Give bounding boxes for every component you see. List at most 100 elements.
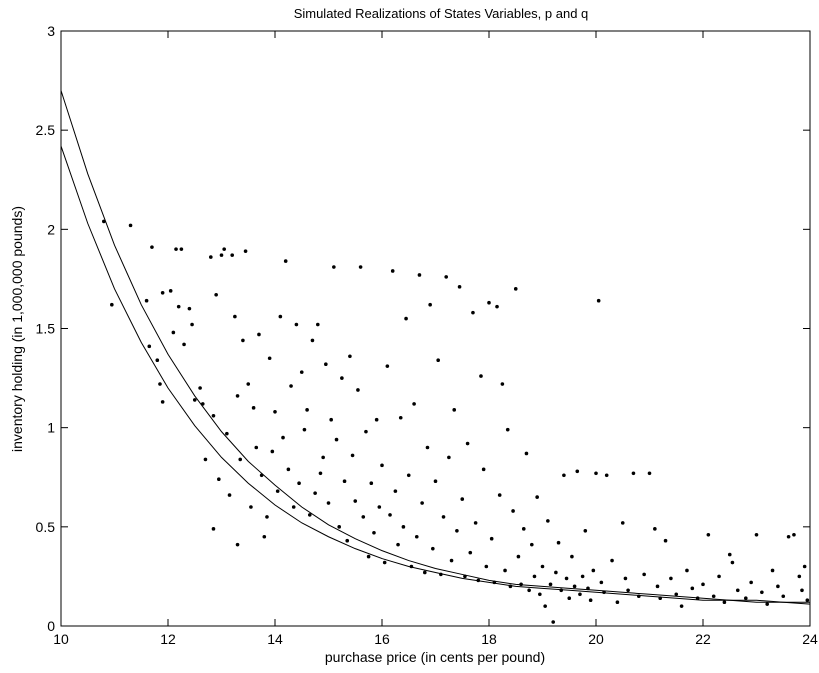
y-axis: 0 0.5 1 1.5 2 2.5 3	[36, 23, 810, 634]
data-point	[717, 574, 721, 579]
data-point	[594, 471, 598, 476]
data-point	[286, 467, 291, 472]
data-point	[230, 253, 234, 257]
data-point	[147, 344, 152, 349]
data-point	[519, 582, 523, 587]
data-point	[521, 527, 526, 531]
data-point	[800, 588, 804, 593]
data-point	[246, 382, 251, 386]
data-point	[310, 338, 315, 343]
data-point	[423, 570, 427, 575]
data-point	[414, 534, 419, 539]
data-point	[431, 546, 435, 551]
data-point	[658, 596, 662, 601]
data-point	[647, 471, 652, 476]
x-tick-label: 22	[695, 631, 711, 647]
data-point	[596, 298, 601, 303]
x-axis-label: purchase price (in cents per pound)	[325, 649, 545, 665]
data-point	[503, 568, 507, 573]
x-tick-label: 16	[374, 631, 390, 647]
data-point	[211, 527, 216, 531]
data-point	[546, 519, 550, 523]
data-point	[102, 219, 106, 224]
data-point	[610, 558, 614, 563]
data-point	[160, 400, 165, 404]
data-point	[380, 463, 384, 468]
data-point	[433, 479, 438, 484]
data-point	[342, 479, 347, 484]
data-point	[524, 451, 529, 456]
data-point	[727, 552, 732, 557]
y-tick-label: 3	[47, 23, 55, 39]
x-tick-label: 12	[160, 631, 176, 647]
data-point	[393, 489, 398, 493]
data-point	[348, 354, 352, 359]
data-point	[447, 455, 451, 460]
data-point	[321, 455, 325, 460]
x-tick-label: 20	[588, 631, 604, 647]
data-point	[631, 471, 636, 476]
data-point	[192, 398, 197, 402]
data-point	[786, 534, 791, 539]
data-point	[251, 406, 256, 410]
data-point	[356, 388, 360, 392]
x-tick-label: 24	[802, 631, 818, 647]
data-point	[340, 376, 344, 380]
data-point	[559, 588, 564, 593]
data-point	[730, 560, 735, 565]
data-point	[324, 362, 328, 367]
data-point	[468, 550, 473, 555]
data-point	[278, 314, 283, 319]
data-point	[653, 527, 657, 531]
data-point	[527, 588, 531, 593]
data-point	[217, 477, 221, 482]
data-point	[412, 402, 416, 406]
data-point	[471, 310, 475, 315]
data-point	[465, 441, 470, 446]
data-point	[225, 431, 229, 436]
data-point	[396, 542, 400, 547]
data-point	[615, 600, 620, 604]
data-point	[674, 592, 679, 597]
data-point	[302, 427, 307, 432]
data-point	[377, 505, 382, 509]
data-point	[235, 542, 240, 547]
data-point	[235, 394, 240, 398]
data-point	[209, 255, 213, 259]
data-point	[283, 259, 288, 263]
data-point	[369, 481, 374, 486]
data-point	[481, 467, 486, 472]
data-point	[551, 620, 555, 624]
data-point	[500, 382, 505, 386]
data-point	[297, 481, 301, 486]
data-point	[663, 538, 668, 543]
data-point	[307, 513, 312, 517]
data-point	[326, 501, 331, 505]
data-point	[444, 275, 449, 279]
data-point	[781, 594, 786, 599]
y-tick-label: 1	[47, 420, 55, 436]
data-point	[275, 489, 280, 493]
data-point	[150, 245, 154, 249]
data-point	[428, 302, 432, 307]
data-point	[479, 374, 483, 378]
y-tick-label: 2.5	[36, 122, 56, 138]
data-point	[390, 269, 395, 273]
data-point	[214, 292, 218, 297]
x-tick-label: 18	[481, 631, 497, 647]
y-axis-label: inventory holding (in 1,000,000 pounds)	[9, 206, 25, 452]
data-point	[760, 590, 764, 595]
data-point	[586, 586, 590, 591]
data-point	[588, 598, 593, 603]
data-point	[190, 322, 194, 327]
data-point	[233, 314, 237, 319]
data-point	[572, 584, 577, 589]
data-point	[439, 572, 443, 577]
data-point	[797, 574, 802, 579]
y-tick-label: 2	[47, 221, 55, 237]
data-point	[353, 499, 358, 503]
data-point	[516, 554, 521, 559]
data-point	[637, 594, 641, 599]
data-point	[174, 247, 178, 251]
